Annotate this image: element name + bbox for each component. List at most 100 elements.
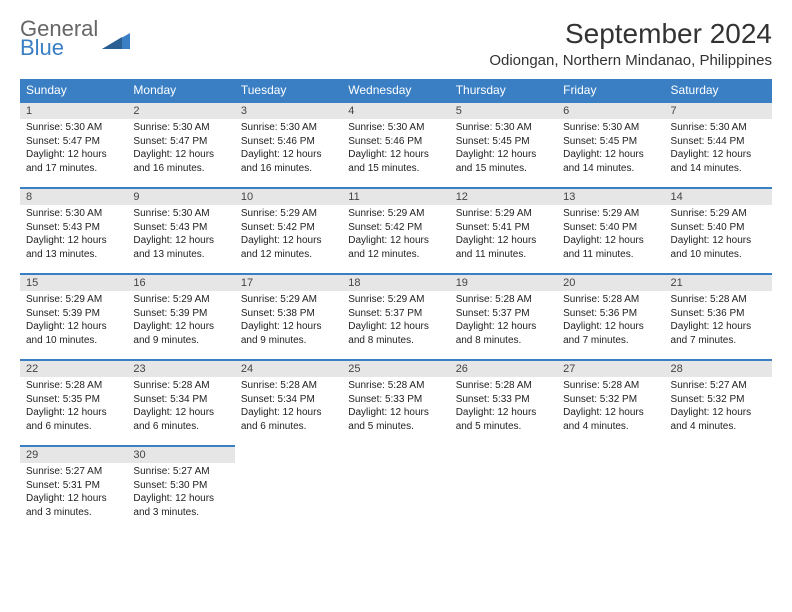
calendar-cell: 23Sunrise: 5:28 AMSunset: 5:34 PMDayligh… [127,359,234,445]
day-body: Sunrise: 5:27 AMSunset: 5:31 PMDaylight:… [20,463,127,523]
day-number: 7 [665,101,772,119]
daylight-line1: Daylight: 12 hours [671,406,766,420]
day-number: 28 [665,359,772,377]
daylight-line2: and 5 minutes. [456,420,551,434]
logo-text: General Blue [20,18,98,59]
day-body: Sunrise: 5:30 AMSunset: 5:47 PMDaylight:… [20,119,127,179]
day-number: 29 [20,445,127,463]
daylight-line1: Daylight: 12 hours [241,320,336,334]
calendar-cell: 2Sunrise: 5:30 AMSunset: 5:47 PMDaylight… [127,101,234,187]
calendar-row: 1Sunrise: 5:30 AMSunset: 5:47 PMDaylight… [20,101,772,187]
daylight-line1: Daylight: 12 hours [563,234,658,248]
daylight-line2: and 11 minutes. [456,248,551,262]
sunset-line: Sunset: 5:33 PM [456,393,551,407]
calendar-cell: 29Sunrise: 5:27 AMSunset: 5:31 PMDayligh… [20,445,127,531]
day-body: Sunrise: 5:30 AMSunset: 5:47 PMDaylight:… [127,119,234,179]
day-number: 10 [235,187,342,205]
calendar-cell: 18Sunrise: 5:29 AMSunset: 5:37 PMDayligh… [342,273,449,359]
day-number: 27 [557,359,664,377]
sunrise-line: Sunrise: 5:28 AM [456,379,551,393]
daylight-line2: and 15 minutes. [456,162,551,176]
sunrise-line: Sunrise: 5:27 AM [671,379,766,393]
daylight-line1: Daylight: 12 hours [671,148,766,162]
calendar-cell: 4Sunrise: 5:30 AMSunset: 5:46 PMDaylight… [342,101,449,187]
calendar-cell: 19Sunrise: 5:28 AMSunset: 5:37 PMDayligh… [450,273,557,359]
calendar-cell [665,445,772,531]
calendar-cell: 21Sunrise: 5:28 AMSunset: 5:36 PMDayligh… [665,273,772,359]
day-number: 5 [450,101,557,119]
day-body: Sunrise: 5:28 AMSunset: 5:37 PMDaylight:… [450,291,557,351]
daylight-line1: Daylight: 12 hours [348,234,443,248]
daylight-line1: Daylight: 12 hours [26,492,121,506]
calendar-cell: 27Sunrise: 5:28 AMSunset: 5:32 PMDayligh… [557,359,664,445]
daylight-line2: and 3 minutes. [133,506,228,520]
header: General Blue September 2024 Odiongan, No… [20,18,772,69]
day-body: Sunrise: 5:28 AMSunset: 5:36 PMDaylight:… [557,291,664,351]
day-body: Sunrise: 5:27 AMSunset: 5:30 PMDaylight:… [127,463,234,523]
calendar-cell: 5Sunrise: 5:30 AMSunset: 5:45 PMDaylight… [450,101,557,187]
daylight-line2: and 13 minutes. [26,248,121,262]
sunset-line: Sunset: 5:34 PM [133,393,228,407]
sunrise-line: Sunrise: 5:28 AM [456,293,551,307]
day-body: Sunrise: 5:30 AMSunset: 5:43 PMDaylight:… [20,205,127,265]
daylight-line2: and 3 minutes. [26,506,121,520]
weekday-header: Friday [557,79,664,101]
daylight-line2: and 4 minutes. [563,420,658,434]
sunrise-line: Sunrise: 5:28 AM [348,379,443,393]
sunrise-line: Sunrise: 5:28 AM [241,379,336,393]
daylight-line1: Daylight: 12 hours [241,234,336,248]
sunrise-line: Sunrise: 5:28 AM [563,379,658,393]
daylight-line1: Daylight: 12 hours [456,234,551,248]
day-number: 9 [127,187,234,205]
page-title: September 2024 [489,18,772,50]
sunset-line: Sunset: 5:40 PM [671,221,766,235]
daylight-line2: and 15 minutes. [348,162,443,176]
day-number: 12 [450,187,557,205]
day-number: 14 [665,187,772,205]
day-number: 6 [557,101,664,119]
sunrise-line: Sunrise: 5:28 AM [563,293,658,307]
daylight-line1: Daylight: 12 hours [456,406,551,420]
day-body: Sunrise: 5:30 AMSunset: 5:44 PMDaylight:… [665,119,772,179]
sunset-line: Sunset: 5:36 PM [563,307,658,321]
sunset-line: Sunset: 5:36 PM [671,307,766,321]
calendar-cell: 7Sunrise: 5:30 AMSunset: 5:44 PMDaylight… [665,101,772,187]
weekday-header-row: Sunday Monday Tuesday Wednesday Thursday… [20,79,772,101]
daylight-line2: and 10 minutes. [26,334,121,348]
calendar-cell: 15Sunrise: 5:29 AMSunset: 5:39 PMDayligh… [20,273,127,359]
day-number: 30 [127,445,234,463]
location-line: Odiongan, Northern Mindanao, Philippines [489,52,772,69]
sunrise-line: Sunrise: 5:30 AM [26,207,121,221]
sunset-line: Sunset: 5:41 PM [456,221,551,235]
daylight-line1: Daylight: 12 hours [563,148,658,162]
sunset-line: Sunset: 5:32 PM [563,393,658,407]
calendar-table: Sunday Monday Tuesday Wednesday Thursday… [20,79,772,531]
daylight-line2: and 17 minutes. [26,162,121,176]
daylight-line1: Daylight: 12 hours [133,234,228,248]
daylight-line2: and 7 minutes. [671,334,766,348]
day-body: Sunrise: 5:30 AMSunset: 5:45 PMDaylight:… [557,119,664,179]
day-body: Sunrise: 5:28 AMSunset: 5:36 PMDaylight:… [665,291,772,351]
sunrise-line: Sunrise: 5:29 AM [348,207,443,221]
daylight-line1: Daylight: 12 hours [26,234,121,248]
calendar-row: 29Sunrise: 5:27 AMSunset: 5:31 PMDayligh… [20,445,772,531]
daylight-line2: and 6 minutes. [26,420,121,434]
daylight-line2: and 4 minutes. [671,420,766,434]
day-number: 22 [20,359,127,377]
sunrise-line: Sunrise: 5:30 AM [133,207,228,221]
calendar-cell: 16Sunrise: 5:29 AMSunset: 5:39 PMDayligh… [127,273,234,359]
day-body: Sunrise: 5:28 AMSunset: 5:33 PMDaylight:… [342,377,449,437]
sunset-line: Sunset: 5:37 PM [348,307,443,321]
sunrise-line: Sunrise: 5:29 AM [456,207,551,221]
daylight-line2: and 13 minutes. [133,248,228,262]
sunset-line: Sunset: 5:32 PM [671,393,766,407]
calendar-cell: 30Sunrise: 5:27 AMSunset: 5:30 PMDayligh… [127,445,234,531]
day-number: 19 [450,273,557,291]
daylight-line2: and 14 minutes. [563,162,658,176]
day-number: 26 [450,359,557,377]
sunset-line: Sunset: 5:33 PM [348,393,443,407]
calendar-row: 8Sunrise: 5:30 AMSunset: 5:43 PMDaylight… [20,187,772,273]
day-number: 4 [342,101,449,119]
calendar-row: 15Sunrise: 5:29 AMSunset: 5:39 PMDayligh… [20,273,772,359]
sunset-line: Sunset: 5:44 PM [671,135,766,149]
